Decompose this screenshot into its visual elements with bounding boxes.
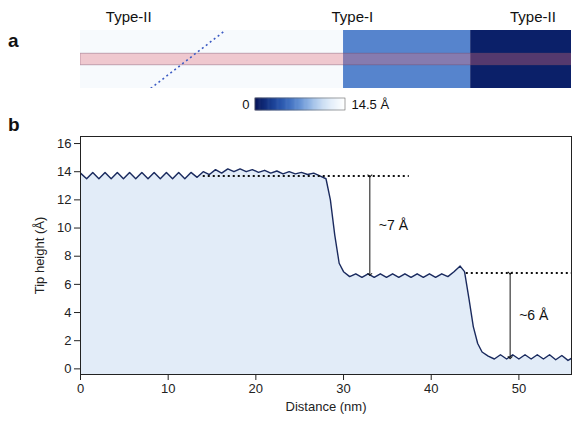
svg-text:50: 50 (512, 381, 526, 396)
svg-text:30: 30 (336, 381, 350, 396)
svg-text:4: 4 (64, 305, 71, 320)
svg-text:20: 20 (249, 381, 263, 396)
svg-text:16: 16 (57, 136, 71, 151)
html-text:a: a (8, 30, 19, 51)
svg-text:6: 6 (64, 277, 71, 292)
svg-text:2: 2 (64, 333, 71, 348)
svg-text:0: 0 (242, 97, 249, 112)
svg-text:14.5 Å: 14.5 Å (352, 97, 390, 112)
svg-text:~7 Å: ~7 Å (379, 217, 409, 233)
svg-text:10: 10 (57, 220, 71, 235)
svg-text:8: 8 (64, 248, 71, 263)
svg-text:~6 Å: ~6 Å (519, 307, 549, 323)
svg-text:0: 0 (64, 361, 71, 376)
svg-text:40: 40 (424, 381, 438, 396)
svg-text:Tip height (Å): Tip height (Å) (32, 217, 47, 295)
svg-text:Type-II: Type-II (510, 8, 556, 25)
svg-text:14: 14 (57, 164, 71, 179)
svg-text:12: 12 (57, 192, 71, 207)
html-text:b: b (8, 114, 20, 135)
svg-text:Type-II: Type-II (106, 8, 152, 25)
svg-text:10: 10 (161, 381, 175, 396)
svg-text:0: 0 (77, 381, 84, 396)
svg-text:Type-I: Type-I (331, 8, 373, 25)
svg-text:Distance (nm): Distance (nm) (286, 399, 367, 414)
